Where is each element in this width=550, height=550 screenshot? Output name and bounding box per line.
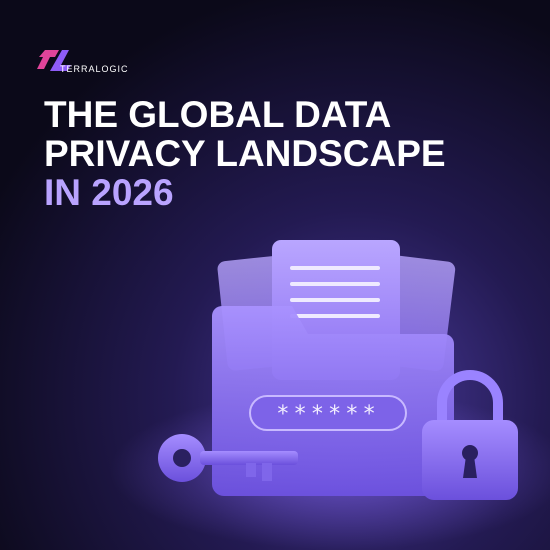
key: [158, 434, 298, 482]
brand-name: TERRALOGIC: [60, 64, 129, 74]
padlock: [422, 370, 518, 500]
headline-line: THE GLOBAL DATA: [44, 94, 391, 135]
headline-line: PRIVACY LANDSCAPE: [44, 133, 446, 174]
logo: [37, 50, 71, 71]
password-mask: ******: [276, 402, 379, 427]
headline-line: IN 2026: [44, 172, 174, 213]
password-field: [249, 395, 407, 431]
